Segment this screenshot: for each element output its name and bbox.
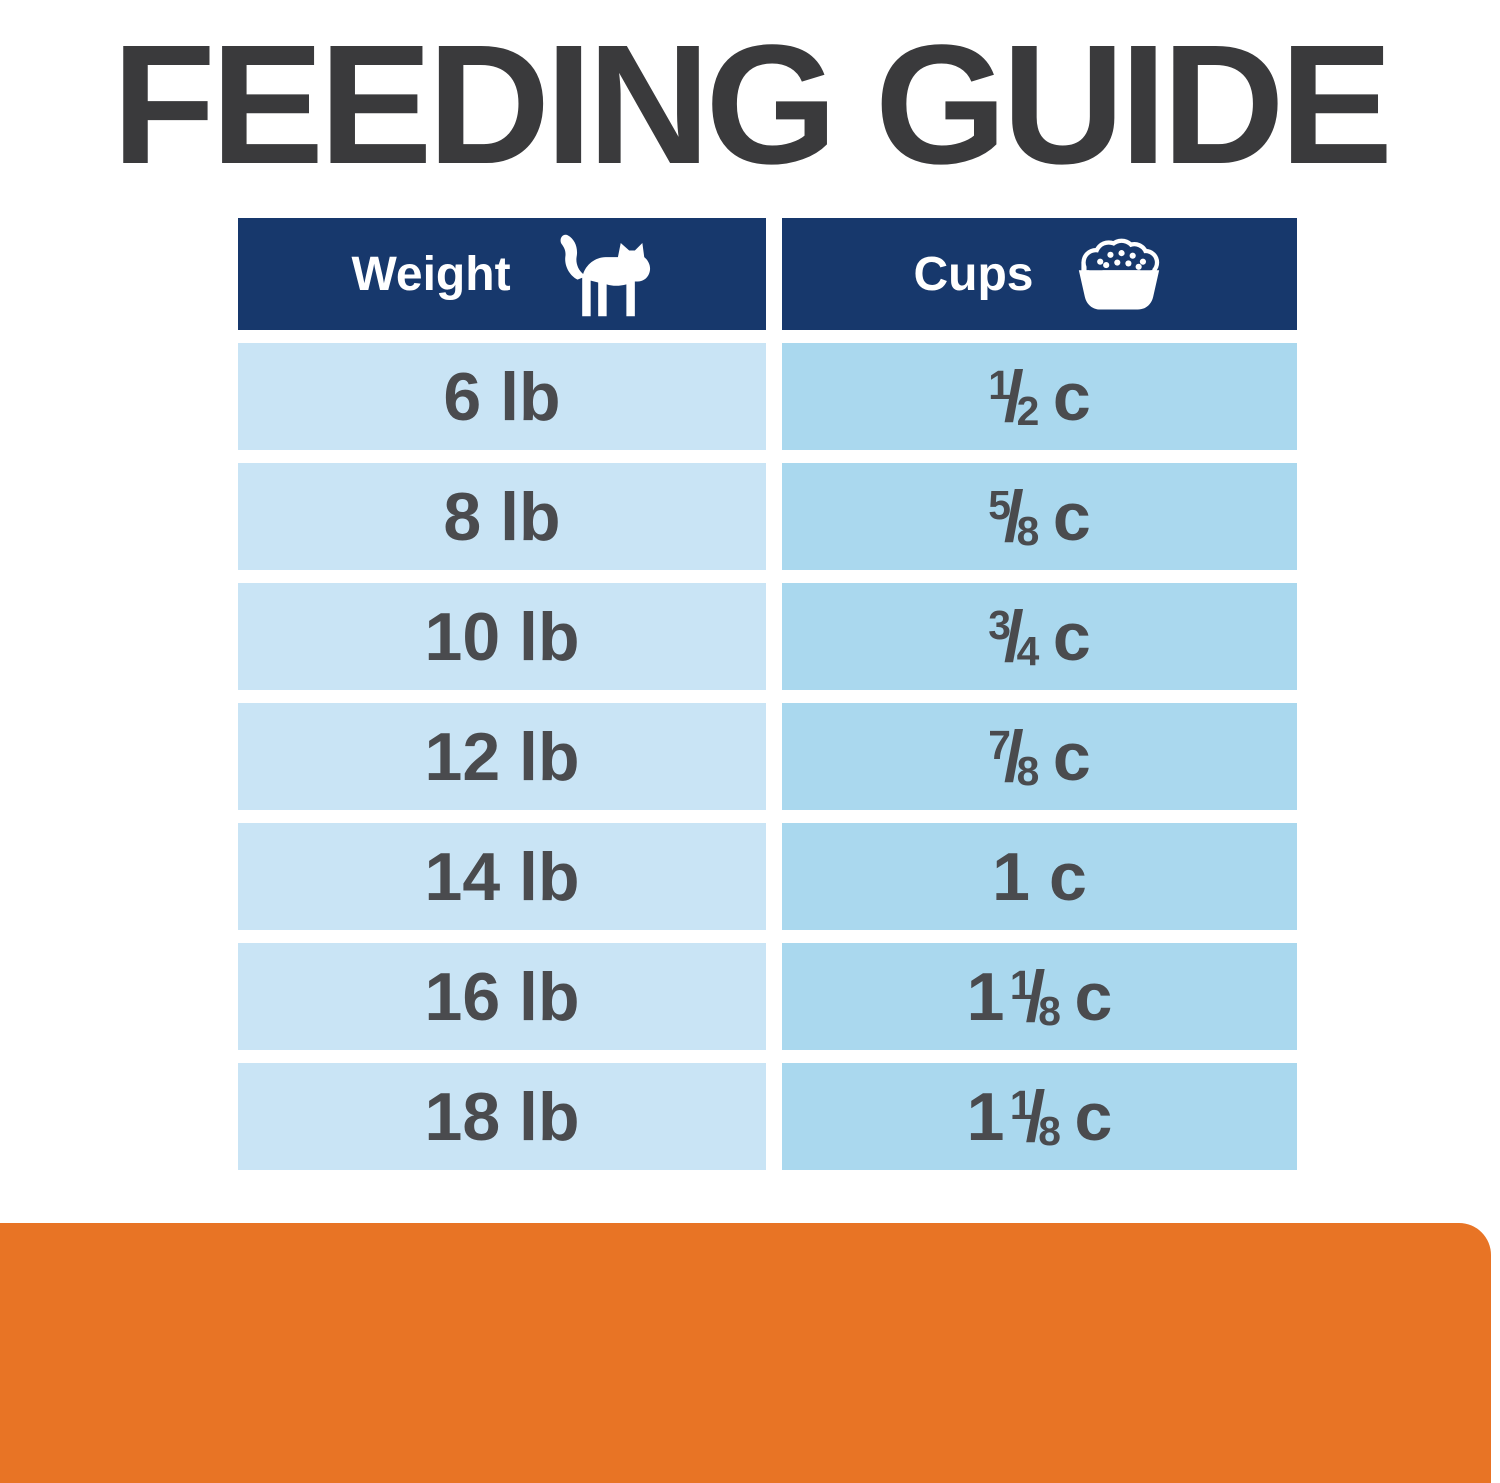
- cups-column-header: Cups: [782, 218, 1297, 330]
- fraction-slash: [1026, 957, 1046, 1037]
- fraction-slash: [1004, 357, 1024, 437]
- cups-unit: c: [1074, 958, 1113, 1035]
- cups-whole: 1: [966, 958, 1005, 1035]
- cups-cell: 78c: [782, 703, 1297, 810]
- weight-cell: 14 lb: [238, 823, 766, 930]
- cups-unit: c: [1052, 718, 1091, 795]
- cups-fraction: 18: [1010, 1076, 1061, 1158]
- cups-header-label: Cups: [913, 247, 1034, 301]
- feeding-guide-table: Weight Cups 6 lb 12c 8 lb 58: [238, 218, 1297, 1170]
- fraction-denominator: 8: [1016, 747, 1040, 794]
- cups-fraction: 58: [988, 476, 1039, 558]
- weight-cell: 6 lb: [238, 343, 766, 450]
- cups-cell: 34c: [782, 583, 1297, 690]
- fraction-slash: [1004, 477, 1024, 557]
- cups-fraction: 12: [988, 356, 1039, 438]
- fraction-denominator: 8: [1038, 1107, 1061, 1154]
- weight-cell: 8 lb: [238, 463, 766, 570]
- fraction-denominator: 8: [1016, 507, 1040, 554]
- fraction-slash: [1004, 597, 1024, 677]
- cups-whole: 1: [966, 1078, 1005, 1155]
- weight-cell: 12 lb: [238, 703, 766, 810]
- fraction-numerator: 3: [988, 602, 1011, 649]
- cups-fraction: 78: [988, 716, 1039, 798]
- fraction-slash: [1004, 717, 1024, 797]
- fraction-denominator: 8: [1038, 987, 1061, 1034]
- weight-cell: 18 lb: [238, 1063, 766, 1170]
- weight-column-header: Weight: [238, 218, 766, 330]
- weight-header-label: Weight: [351, 247, 511, 301]
- cups-cell: 118c: [782, 943, 1297, 1050]
- cups-cell: 12c: [782, 343, 1297, 450]
- cups-fraction: 18: [1010, 956, 1061, 1038]
- cups-unit: c: [1074, 1078, 1113, 1155]
- orange-footer-bar: [0, 1223, 1491, 1483]
- weight-cell: 16 lb: [238, 943, 766, 1050]
- fraction-numerator: 5: [988, 482, 1011, 529]
- fraction-numerator: 1: [1009, 1082, 1033, 1129]
- fraction-numerator: 7: [988, 722, 1011, 769]
- fraction-slash: [1026, 1077, 1046, 1157]
- food-bowl-icon: [1078, 238, 1159, 310]
- cups-fraction: 34: [988, 596, 1039, 678]
- page-title: FEEDING GUIDE: [111, 10, 1393, 200]
- cups-unit: c: [1052, 358, 1091, 435]
- cups-unit: c: [1052, 478, 1091, 555]
- cups-unit: c: [1049, 838, 1087, 915]
- fraction-denominator: 4: [1016, 627, 1040, 674]
- cups-cell: 58c: [782, 463, 1297, 570]
- cups-whole: 1: [992, 838, 1030, 915]
- cups-cell: 118c: [782, 1063, 1297, 1170]
- fraction-denominator: 2: [1016, 387, 1040, 434]
- fraction-numerator: 1: [1009, 962, 1033, 1009]
- weight-cell: 10 lb: [238, 583, 766, 690]
- cups-unit: c: [1052, 598, 1091, 675]
- fraction-numerator: 1: [988, 362, 1011, 409]
- cat-icon: [560, 234, 650, 317]
